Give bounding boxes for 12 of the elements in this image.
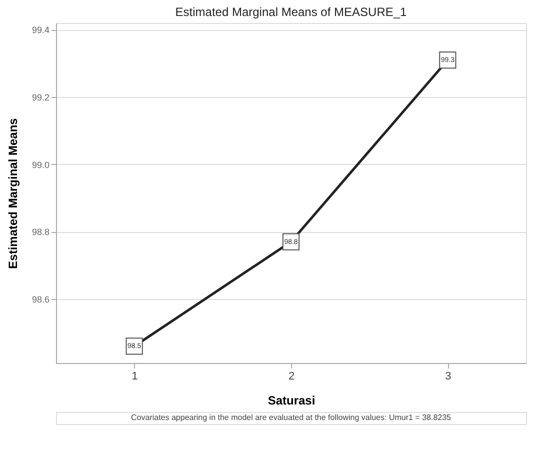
y-tick-label: 99.0 <box>32 160 50 170</box>
x-tick-label: 1 <box>132 370 138 382</box>
y-tick-label: 99.2 <box>32 92 50 103</box>
x-axis-title: Saturasi <box>268 394 316 408</box>
x-tick-label: 2 <box>288 370 295 382</box>
y-tick-label: 99.4 <box>32 25 50 36</box>
chart-title: Estimated Marginal Means of MEASURE_1 <box>175 5 408 19</box>
y-tick-label: 98.8 <box>32 227 50 238</box>
text: Covariates appearing in the model are evaluated at the following values: Umur1 = 38.8235 <box>131 413 452 422</box>
x-tick-label: 3 <box>445 370 452 382</box>
y-axis-title: Estimated Marginal Means <box>6 118 20 269</box>
y-tick-label: 98.6 <box>32 294 50 305</box>
